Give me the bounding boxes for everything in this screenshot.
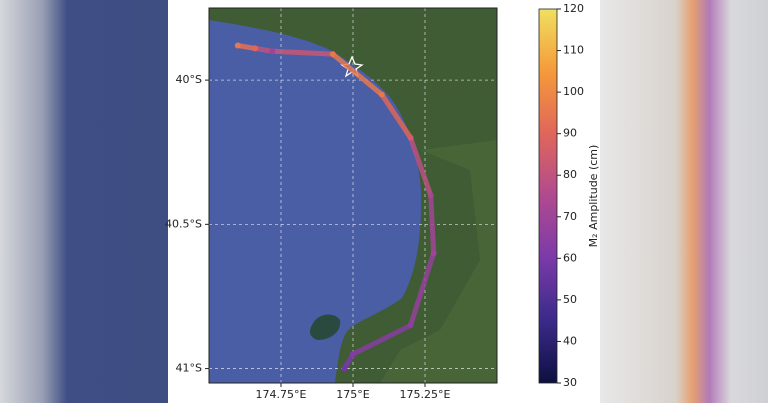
colorbar-label: M₂ Amplitude (cm): [587, 145, 600, 248]
track-segment: [269, 48, 336, 57]
track-point: [407, 134, 414, 141]
track-point: [407, 322, 414, 329]
y-tick-label: 40°S: [176, 73, 202, 86]
colorbar: [538, 8, 558, 384]
colorbar-tick-label: 60: [563, 251, 577, 264]
track-segment: [379, 92, 414, 141]
track-segment: [408, 135, 434, 198]
track-segment: [350, 322, 414, 357]
colorbar-tick-label: 100: [563, 85, 584, 98]
track-point: [378, 91, 385, 98]
track-segment: [408, 250, 437, 328]
track-segment: [330, 51, 385, 98]
x-tick-label: 175.25°E: [400, 388, 451, 401]
y-tick-label: 41°S: [176, 362, 202, 375]
track-segment: [428, 193, 437, 256]
track-point: [341, 365, 348, 372]
colorbar-tick-label: 110: [563, 44, 584, 57]
blur-right: [600, 0, 768, 403]
colorbar-tick-label: 50: [563, 293, 577, 306]
colorbar-tick-label: 90: [563, 127, 577, 140]
colorbar-tick-label: 120: [563, 2, 584, 15]
x-tick-label: 174.75°E: [256, 388, 307, 401]
land-shade: [380, 140, 497, 383]
island: [310, 314, 341, 340]
track-point: [427, 192, 434, 199]
track-point: [350, 351, 356, 358]
colorbar-tick-label: 30: [563, 376, 577, 389]
track-point: [252, 45, 259, 52]
track-point: [234, 42, 241, 49]
blur-left: [0, 0, 168, 403]
colorbar-tick-label: 80: [563, 168, 577, 181]
track-point: [430, 250, 437, 257]
plot: [209, 8, 497, 383]
colorbar-tick-label: 70: [563, 210, 577, 223]
land: [209, 8, 497, 383]
y-tick-label: 40.5°S: [165, 217, 202, 230]
colorbar-tick-label: 40: [563, 334, 577, 347]
x-tick-label: 175°E: [336, 388, 369, 401]
track-point: [269, 48, 276, 55]
track-point: [329, 51, 336, 58]
